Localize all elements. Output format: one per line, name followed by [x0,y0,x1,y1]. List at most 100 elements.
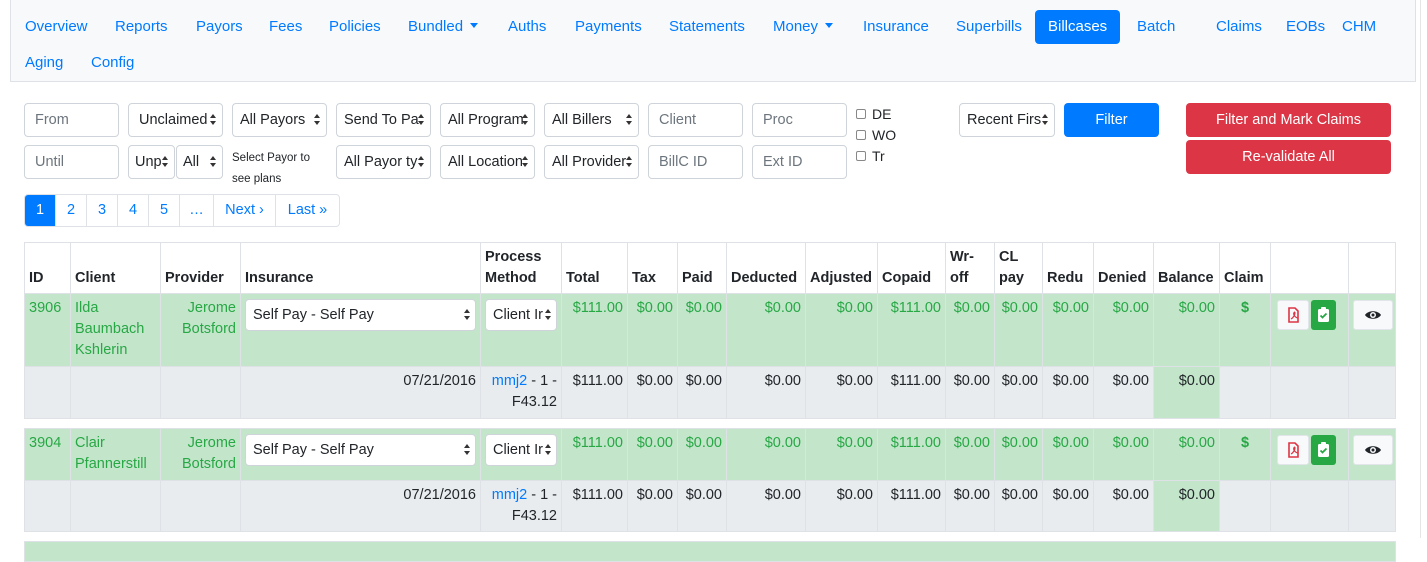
claim-dollar-icon[interactable]: $ [1240,435,1250,451]
page-2[interactable]: 2 [55,195,86,226]
col-tax[interactable]: Tax [627,242,678,294]
page-next[interactable]: Next › [213,195,275,226]
insurance-select[interactable]: Self Pay - Self Pay [245,434,476,466]
table-subrow: 07/21/2016 mmj2 - 1 - F43.12 $111.00 $0.0… [24,480,1396,532]
billers-select[interactable]: All Billers [544,103,639,137]
checkbox-de[interactable]: DE [856,104,891,124]
process-method-select[interactable]: Client Ir [485,299,557,331]
col-balance[interactable]: Balance [1153,242,1220,294]
until-date-input[interactable]: Until [24,145,119,179]
nav-money-dropdown[interactable]: Money [766,10,840,44]
pdf-button[interactable] [1277,435,1309,465]
checkbox-wo-label: WO [872,127,897,143]
cell-paid: $0.00 [677,480,727,532]
col-insurance[interactable]: Insurance [240,242,481,294]
col-provider[interactable]: Provider [160,242,241,294]
col-clpay[interactable]: CL pay [994,242,1043,294]
nav-auths[interactable]: Auths [508,18,547,35]
nav-chm[interactable]: CHM [1342,18,1377,35]
nav-statements[interactable]: Statements [669,18,745,35]
col-claim[interactable]: Claim [1219,242,1271,294]
client-input[interactable]: Client [648,103,743,137]
procedure-link[interactable]: mmj2 [491,373,528,389]
checkbox-box[interactable] [856,151,866,161]
col-paid[interactable]: Paid [677,242,727,294]
nav-batch[interactable]: Batch [1137,18,1176,35]
nav-superbills[interactable]: Superbills [956,18,1022,35]
unp-select[interactable]: Unp [128,145,175,179]
cell-claim: $ [1219,293,1271,367]
procedure-link[interactable]: mmj2 [491,487,528,503]
col-client[interactable]: Client [70,242,161,294]
clipboard-button[interactable] [1311,435,1336,465]
view-button[interactable] [1353,435,1393,465]
pdf-button[interactable] [1277,300,1309,330]
sort-select[interactable]: Recent Firs [959,103,1055,137]
insurance-select[interactable]: Self Pay - Self Pay [245,299,476,331]
process-method-select[interactable]: Client Ir [485,434,557,466]
ext-id-input[interactable]: Ext ID [752,145,847,179]
payors-select[interactable]: All Payors [232,103,327,137]
table-row[interactable] [24,541,1396,562]
nav-payments[interactable]: Payments [575,18,642,35]
checkbox-box[interactable] [856,109,866,119]
cell-balance: $0.00 [1153,293,1220,367]
col-adjusted[interactable]: Adjusted [805,242,878,294]
claim-status-select[interactable]: Unclaimed [128,103,223,137]
nav-policies[interactable]: Policies [329,18,381,35]
col-process-method[interactable]: Process Method [480,242,562,294]
billc-id-input[interactable]: BillC ID [648,145,743,179]
page-5[interactable]: 5 [148,195,179,226]
nav-overview[interactable]: Overview [25,18,88,35]
col-redu[interactable]: Redu [1042,242,1094,294]
checkbox-wo[interactable]: WO [856,125,896,145]
col-deducted[interactable]: Deducted [726,242,806,294]
claim-dollar-icon[interactable]: $ [1240,300,1250,316]
nav-bundled-dropdown[interactable]: Bundled [401,10,485,44]
scrollbar-track[interactable] [1420,0,1421,538]
nav-reports[interactable]: Reports [115,18,168,35]
page-1[interactable]: 1 [25,195,55,226]
checkbox-tr[interactable]: Tr [856,146,885,166]
cell-wroff: $0.00 [945,366,995,419]
page-3[interactable]: 3 [86,195,117,226]
nav-claims[interactable]: Claims [1216,18,1262,35]
nav-payors[interactable]: Payors [196,18,243,35]
col-denied[interactable]: Denied [1093,242,1154,294]
col-total[interactable]: Total [561,242,628,294]
col-wroff[interactable]: Wr-off [945,242,995,294]
cell-id[interactable]: 3904 [24,428,71,481]
payor-hint-line1: Select Payor to [232,152,310,164]
col-method-label: Method [485,270,537,286]
col-copaid[interactable]: Copaid [877,242,946,294]
nav-config[interactable]: Config [91,54,135,71]
cell-client[interactable]: Ilda Baumbach Kshlerin [70,293,161,367]
providers-select[interactable]: All Provider [544,145,639,179]
nav-aging[interactable]: Aging [25,54,64,71]
view-button[interactable] [1353,300,1393,330]
page-4[interactable]: 4 [117,195,148,226]
page-last[interactable]: Last » [275,195,339,226]
all-select[interactable]: All [176,145,223,179]
nav-insurance[interactable]: Insurance [863,18,929,35]
filter-button[interactable]: Filter [1064,103,1159,137]
nav-billcases[interactable]: Billcases [1035,10,1121,44]
filter-and-mark-claims-button[interactable]: Filter and Mark Claims [1186,103,1391,137]
revalidate-all-button[interactable]: Re-validate All [1186,140,1391,174]
from-date-input[interactable]: From [24,103,119,137]
locations-select[interactable]: All Location [440,145,535,179]
cell-client[interactable]: Clair Pfannerstill [70,428,161,481]
table-row[interactable]: 3904 Clair Pfannerstill Jerome Botsford … [24,428,1396,481]
send-to-select[interactable]: Send To Pa [336,103,431,137]
proc-input[interactable]: Proc [752,103,847,137]
payor-types-select[interactable]: All Payor ty [336,145,431,179]
nav-eobs[interactable]: EOBs [1286,18,1326,35]
checkbox-box[interactable] [856,130,866,140]
cell-provider: Jerome Botsford [160,293,241,367]
table-row[interactable]: 3906 Ilda Baumbach Kshlerin Jerome Botsf… [24,293,1396,367]
cell-id[interactable]: 3906 [24,293,71,367]
nav-fees[interactable]: Fees [269,18,303,35]
col-id[interactable]: ID [24,242,71,294]
clipboard-button[interactable] [1311,300,1336,330]
programs-select[interactable]: All Program [440,103,535,137]
